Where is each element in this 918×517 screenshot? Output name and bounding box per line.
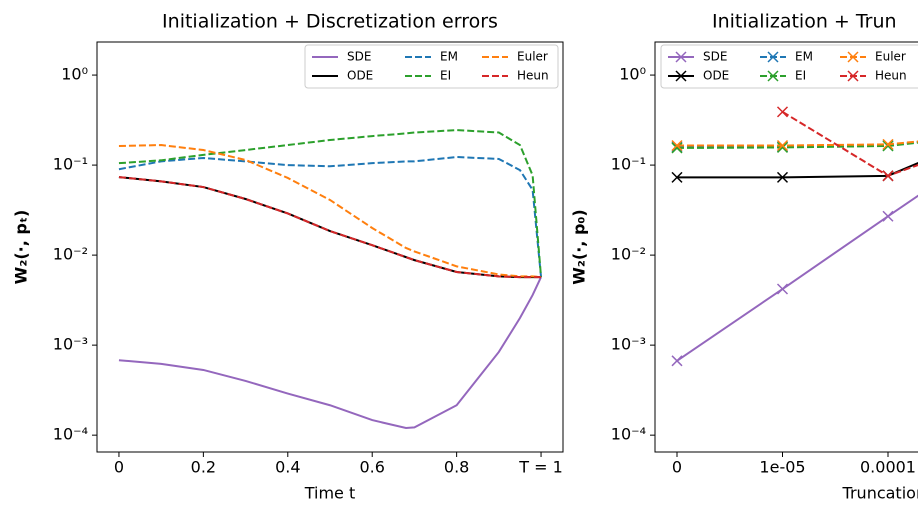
chart-title: Initialization + Trun — [712, 11, 897, 33]
legend-label: ODE — [347, 69, 373, 83]
legend-marker — [767, 51, 779, 63]
legend-marker — [675, 70, 687, 82]
x-axis-label: Time t — [304, 484, 356, 503]
x-tick-label: 0 — [672, 458, 682, 477]
legend-marker — [847, 70, 859, 82]
series-line — [118, 129, 543, 278]
legend-label: EI — [440, 69, 451, 83]
x-tick-label: 0.4 — [275, 458, 300, 477]
legend-label: Euler — [875, 50, 906, 64]
marker — [776, 139, 789, 152]
y-tick-label: 10⁻¹ — [53, 155, 88, 174]
marker — [776, 141, 789, 153]
legend-label: Euler — [517, 50, 548, 64]
legend-marker — [675, 51, 687, 63]
series-line — [677, 140, 918, 147]
legend-label: Heun — [875, 69, 907, 83]
marker — [882, 138, 894, 150]
y-tick-label: 10⁻⁴ — [53, 425, 88, 444]
y-tick-label: 10⁰ — [619, 65, 646, 84]
series-line — [118, 144, 542, 279]
marker — [671, 141, 683, 153]
y-tick-label: 10⁻² — [53, 245, 88, 264]
marker — [671, 355, 683, 367]
series-line — [118, 276, 542, 430]
x-tick-label: 0.2 — [191, 458, 216, 477]
x-tick-label: 0 — [114, 458, 124, 477]
marker — [882, 170, 894, 182]
marker — [882, 210, 894, 222]
legend-marker — [767, 70, 779, 82]
series-line — [118, 176, 542, 279]
marker — [882, 140, 894, 152]
legend-label: EM — [795, 50, 813, 64]
series-line — [676, 141, 918, 149]
legend-label: SDE — [347, 50, 371, 64]
y-tick-label: 10⁻³ — [53, 335, 88, 354]
series-line — [676, 194, 918, 362]
x-tick-label: 1e-05 — [759, 458, 805, 477]
legend-box — [304, 44, 559, 89]
marker — [671, 171, 683, 183]
x-tick-label: 0.8 — [444, 458, 469, 477]
x-tick-label: T = 1 — [518, 458, 563, 477]
legend-label: EM — [440, 50, 458, 64]
plot-area — [671, 106, 918, 367]
legend-label: ODE — [703, 69, 729, 83]
marker — [671, 139, 683, 152]
marker — [776, 283, 789, 295]
series-line — [118, 155, 543, 278]
y-tick-label: 10⁻¹ — [611, 155, 646, 174]
series-line — [118, 176, 542, 279]
axes-frame — [654, 41, 918, 453]
legend-label: Heun — [517, 69, 549, 83]
y-tick-label: 10⁻⁴ — [611, 425, 646, 444]
series-line — [677, 161, 918, 179]
y-tick-label: 10⁻² — [611, 245, 646, 264]
legend-label: EI — [795, 69, 806, 83]
y-tick-label: 10⁰ — [61, 65, 88, 84]
x-tick-label: 0.0001 — [860, 458, 916, 477]
plot-area — [118, 129, 543, 430]
legend-marker — [847, 51, 859, 63]
chart-title: Initialization + Discretization errors — [162, 11, 498, 33]
y-tick-label: 10⁻³ — [611, 335, 646, 354]
y-axis-label: W₂(·, p₀) — [570, 209, 589, 284]
marker — [776, 106, 789, 118]
x-axis-label: Truncation t — [842, 484, 918, 503]
y-axis-label: W₂(·, pₜ) — [12, 210, 31, 285]
x-tick-label: 0.6 — [359, 458, 384, 477]
marker — [776, 171, 789, 183]
axes-frame — [96, 41, 564, 453]
legend-label: SDE — [703, 50, 727, 64]
